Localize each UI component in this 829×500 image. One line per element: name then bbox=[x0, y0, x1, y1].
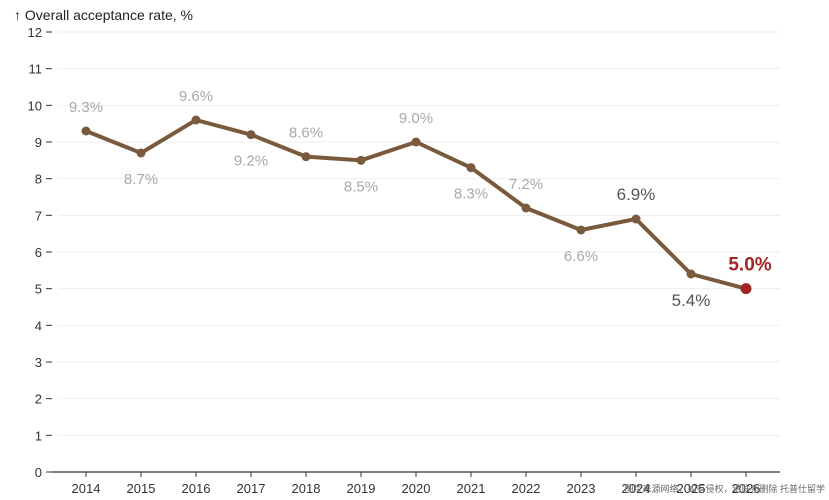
data-point bbox=[576, 225, 586, 235]
data-label: 5.4% bbox=[672, 291, 711, 310]
y-tick-label: 5 bbox=[35, 282, 42, 297]
data-label: 7.2% bbox=[509, 176, 543, 193]
x-tick-label: 2023 bbox=[567, 481, 596, 496]
data-point bbox=[631, 214, 641, 224]
x-tick-label: 2019 bbox=[347, 481, 376, 496]
x-tick-label: 2025 bbox=[677, 481, 706, 496]
x-tick-label: 2014 bbox=[72, 481, 101, 496]
y-tick-label: 3 bbox=[35, 355, 42, 370]
data-label: 8.3% bbox=[454, 186, 488, 203]
x-tick-label: 2017 bbox=[237, 481, 266, 496]
data-label: 9.0% bbox=[399, 110, 433, 127]
x-tick-label: 2018 bbox=[292, 481, 321, 496]
x-tick-label: 2016 bbox=[182, 481, 211, 496]
data-label: 6.6% bbox=[564, 248, 598, 265]
data-label: 9.2% bbox=[234, 153, 268, 170]
data-label: 9.6% bbox=[179, 88, 213, 105]
data-point bbox=[191, 115, 201, 125]
x-tick-label: 2020 bbox=[402, 481, 431, 496]
data-point bbox=[521, 203, 531, 213]
x-tick-label: 2022 bbox=[512, 481, 541, 496]
y-tick-label: 4 bbox=[35, 318, 42, 333]
data-point bbox=[686, 269, 696, 279]
data-label: 5.0% bbox=[728, 255, 771, 276]
data-point bbox=[301, 152, 311, 162]
y-tick-label: 11 bbox=[29, 62, 43, 77]
x-tick-label: 2026 bbox=[732, 481, 761, 496]
x-tick-label: 2024 bbox=[622, 481, 651, 496]
data-point bbox=[136, 148, 146, 158]
y-tick-label: 8 bbox=[35, 172, 42, 187]
data-point bbox=[81, 126, 91, 136]
x-tick-label: 2021 bbox=[457, 481, 486, 496]
y-tick-label: 10 bbox=[28, 98, 42, 113]
data-label: 9.3% bbox=[69, 99, 103, 116]
y-tick-label: 1 bbox=[35, 428, 42, 443]
y-tick-label: 9 bbox=[35, 135, 42, 150]
data-point bbox=[356, 155, 366, 165]
y-tick-label: 2 bbox=[35, 392, 42, 407]
data-point bbox=[466, 163, 476, 173]
y-tick-label: 12 bbox=[28, 25, 42, 40]
data-point bbox=[740, 283, 752, 295]
data-label: 6.9% bbox=[617, 185, 656, 204]
y-tick-label: 0 bbox=[35, 465, 42, 480]
y-tick-label: 7 bbox=[35, 208, 42, 223]
y-axis-title: ↑ Overall acceptance rate, % bbox=[14, 7, 193, 23]
data-label: 8.7% bbox=[124, 171, 158, 188]
data-point bbox=[246, 130, 256, 140]
y-tick-label: 6 bbox=[35, 245, 42, 260]
x-tick-label: 2015 bbox=[127, 481, 156, 496]
data-label: 8.5% bbox=[344, 178, 378, 195]
data-point bbox=[411, 137, 421, 147]
data-label: 8.6% bbox=[289, 125, 323, 142]
watermark-text: 图片来源网络，如有侵权，请联系删除 托普仕留学 bbox=[624, 484, 825, 494]
